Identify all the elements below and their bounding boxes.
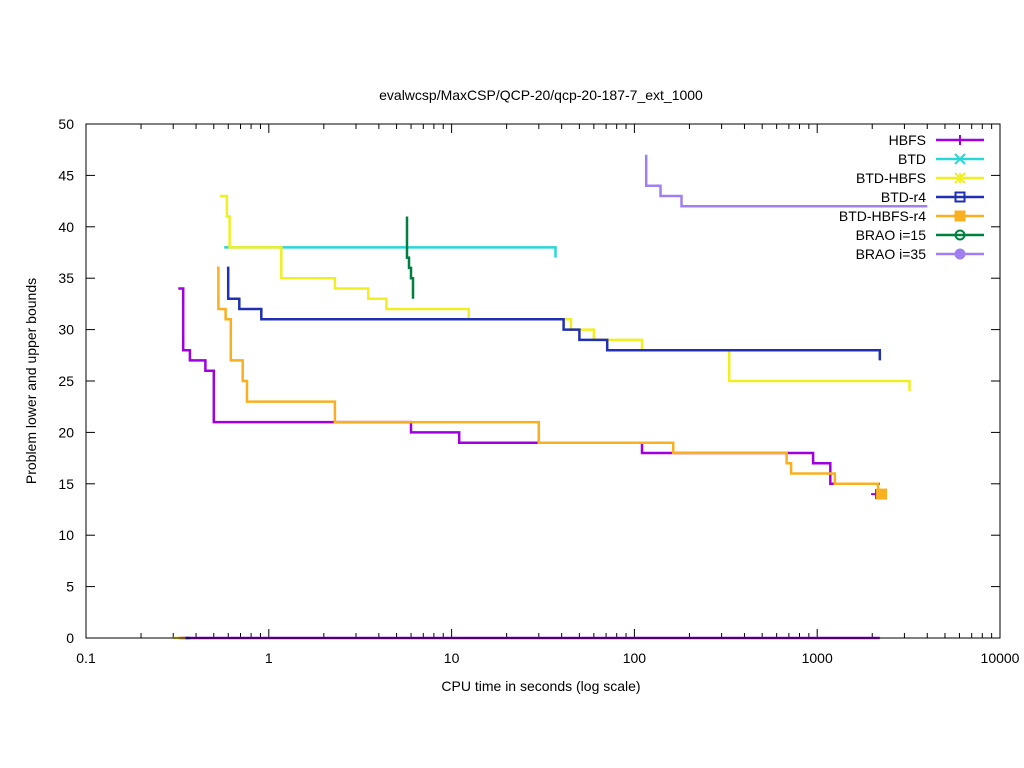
y-tick-label: 20 <box>58 424 74 440</box>
series-brao-i-15 <box>405 216 415 299</box>
legend-label: BTD-r4 <box>881 189 926 205</box>
legend-marker <box>954 191 966 203</box>
x-tick-label: 10000 <box>981 650 1020 666</box>
legend-marker <box>954 229 966 241</box>
x-tick-label: 1 <box>265 650 273 666</box>
y-tick-label: 35 <box>58 270 74 286</box>
legend-label: BRAO i=35 <box>856 246 927 262</box>
y-axis-label: Problem lower and upper bounds <box>23 278 39 484</box>
legend-item-btd-hbfs: BTD-HBFS <box>856 170 984 186</box>
legend-label: BTD-HBFS <box>856 170 926 186</box>
legend: HBFS BTD BTD-HBFS BTD-r4 BTD-HBFS-r4 BRAO i=1… <box>839 132 984 262</box>
x-tick-label: 100 <box>623 650 647 666</box>
series-line-brao-i-15 <box>405 216 415 299</box>
series-end-marker-btd-hbfs-r4 <box>876 488 888 500</box>
legend-item-btd-r4: BTD-r4 <box>881 189 984 205</box>
legend-label: BTD-HBFS-r4 <box>839 208 926 224</box>
legend-marker <box>955 135 965 145</box>
x-tick-label: 1000 <box>802 650 833 666</box>
legend-label: HBFS <box>889 132 926 148</box>
legend-item-hbfs: HBFS <box>889 132 984 148</box>
series-line-hbfs <box>178 287 880 486</box>
series-line-brao-i-35 <box>644 154 928 208</box>
chart-title: evalwcsp/MaxCSP/QCP-20/qcp-20-187-7_ext_… <box>379 87 703 103</box>
series-line-btd-hbfs-r4 <box>216 266 880 495</box>
x-tick-label: 10 <box>444 650 460 666</box>
y-tick-label: 50 <box>58 116 74 132</box>
legend-item-brao-i-35: BRAO i=35 <box>856 246 984 262</box>
legend-label: BRAO i=15 <box>856 227 927 243</box>
legend-marker <box>954 248 966 260</box>
legend-label: BTD <box>898 151 926 167</box>
y-tick-label: 5 <box>66 579 74 595</box>
legend-marker <box>954 172 966 184</box>
x-axis-label: CPU time in seconds (log scale) <box>441 678 640 694</box>
legend-item-btd-hbfs-r4: BTD-HBFS-r4 <box>839 208 984 224</box>
series-line-btd <box>224 246 557 258</box>
series-line-btd-r4 <box>226 266 882 361</box>
y-tick-label: 40 <box>58 219 74 235</box>
series-brao-i-35 <box>644 154 928 208</box>
y-tick-label: 15 <box>58 476 74 492</box>
y-tick-label: 25 <box>58 373 74 389</box>
y-tick-label: 45 <box>58 167 74 183</box>
y-tick-label: 10 <box>58 527 74 543</box>
legend-marker <box>954 153 966 165</box>
y-tick-label: 30 <box>58 322 74 338</box>
plot-frame <box>85 123 1001 639</box>
series-btd <box>224 246 557 258</box>
legend-marker <box>954 210 966 222</box>
legend-item-btd: BTD <box>898 151 984 167</box>
legend-item-brao-i-15: BRAO i=15 <box>856 227 984 243</box>
y-tick-label: 0 <box>66 630 74 646</box>
x-tick-label: 0.1 <box>76 650 96 666</box>
